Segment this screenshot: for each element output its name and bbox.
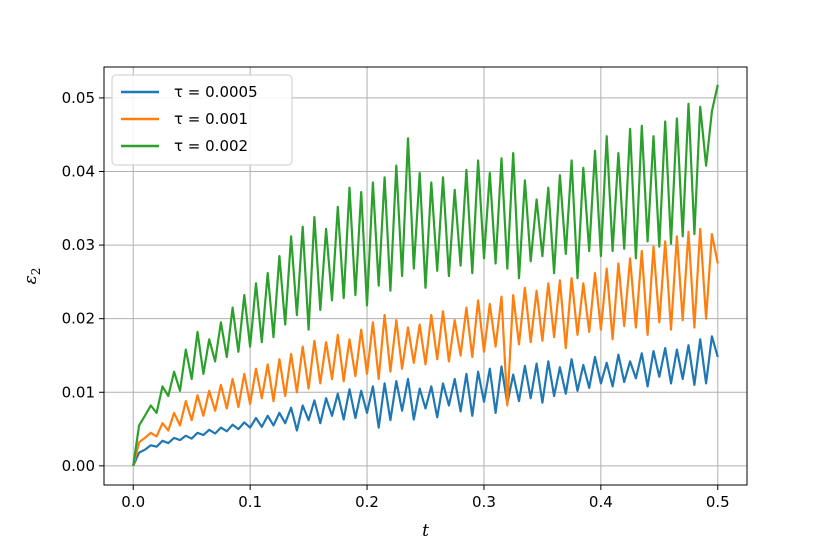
x-axis-label: t xyxy=(422,521,429,541)
legend-label-2: τ = 0.001 xyxy=(174,110,248,128)
y-axis-ticks: 0.00 0.01 0.02 0.03 0.04 0.05 xyxy=(62,89,104,475)
y-tick-label: 0.04 xyxy=(62,163,95,181)
y-tick-label: 0.01 xyxy=(62,383,95,401)
y-tick-label: 0.03 xyxy=(62,236,95,254)
y-axis-label-subscript: 2 xyxy=(29,268,43,276)
y-tick-label: 0.05 xyxy=(62,89,95,107)
legend-label-1: τ = 0.0005 xyxy=(174,83,258,101)
x-tick-label: 0.3 xyxy=(472,493,496,511)
x-tick-label: 0.4 xyxy=(589,493,613,511)
x-axis-ticks: 0.0 0.1 0.2 0.3 0.4 0.5 xyxy=(121,485,730,511)
y-axis-label: ε2 xyxy=(21,268,43,285)
x-tick-label: 0.5 xyxy=(706,493,730,511)
series-layer xyxy=(132,84,719,467)
x-tick-label: 0.0 xyxy=(121,493,145,511)
x-tick-label: 0.2 xyxy=(355,493,379,511)
y-axis-label-base: ε xyxy=(21,275,41,284)
legend-label-3: τ = 0.002 xyxy=(174,137,248,155)
x-tick-label: 0.1 xyxy=(238,493,262,511)
series-line-3 xyxy=(132,84,719,467)
legend-frame xyxy=(111,74,293,166)
legend: τ = 0.0005 τ = 0.001 τ = 0.002 xyxy=(111,74,293,166)
series-line-2 xyxy=(132,227,719,467)
series-line-1 xyxy=(132,335,719,467)
plot-frame xyxy=(103,66,748,486)
y-tick-label: 0.00 xyxy=(62,457,95,475)
y-tick-label: 0.02 xyxy=(62,310,95,328)
